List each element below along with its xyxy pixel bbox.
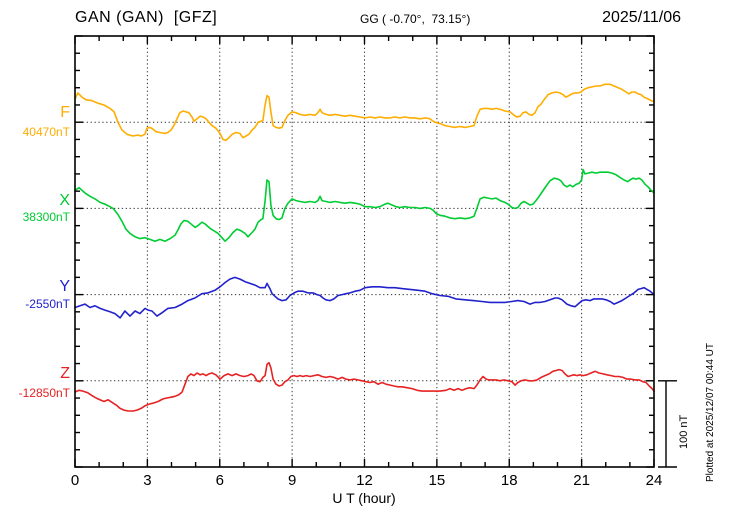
x-tick-label: 6	[215, 472, 224, 489]
trace-f	[74, 83, 655, 142]
x-tick-label: 24	[645, 472, 663, 489]
geographic-coordinates: GG ( -0.70°, 73.15°)	[360, 12, 471, 26]
x-tick-label: 21	[573, 472, 590, 489]
x-axis-label: U T (hour)	[332, 490, 396, 506]
plot-border	[74, 35, 655, 468]
scale-bar	[658, 380, 677, 468]
channel-label-f: F	[60, 104, 70, 121]
scale-bar-label: 100 nT	[678, 414, 690, 449]
grid-lines	[75, 36, 654, 467]
plot-date: 2025/11/06	[602, 9, 681, 26]
plotted-at-caption: Plotted at 2025/12/07 00:44 UT	[705, 343, 716, 482]
axis-ticks	[74, 35, 655, 468]
channel-baseline-z: -12850nT	[18, 386, 70, 400]
trace-x	[74, 168, 655, 242]
x-tick-label: 12	[356, 472, 373, 489]
channel-baseline-y: -2550nT	[25, 297, 70, 311]
channel-baseline-x: 38300nT	[22, 210, 70, 224]
station-title: GAN (GAN) [GFZ]	[75, 9, 218, 26]
channel-baseline-f: 40470nT	[22, 125, 70, 139]
channel-label-z: Z	[60, 365, 70, 382]
x-tick-label: 0	[70, 472, 80, 489]
x-tick-label: 3	[143, 472, 152, 489]
x-tick-label: 15	[428, 472, 446, 489]
trace-z	[74, 361, 655, 412]
channel-label-x: X	[59, 192, 70, 209]
channel-label-y: Y	[59, 278, 70, 295]
x-tick-label: 18	[500, 472, 518, 489]
trace-y	[74, 276, 655, 319]
x-tick-label: 9	[287, 472, 297, 489]
